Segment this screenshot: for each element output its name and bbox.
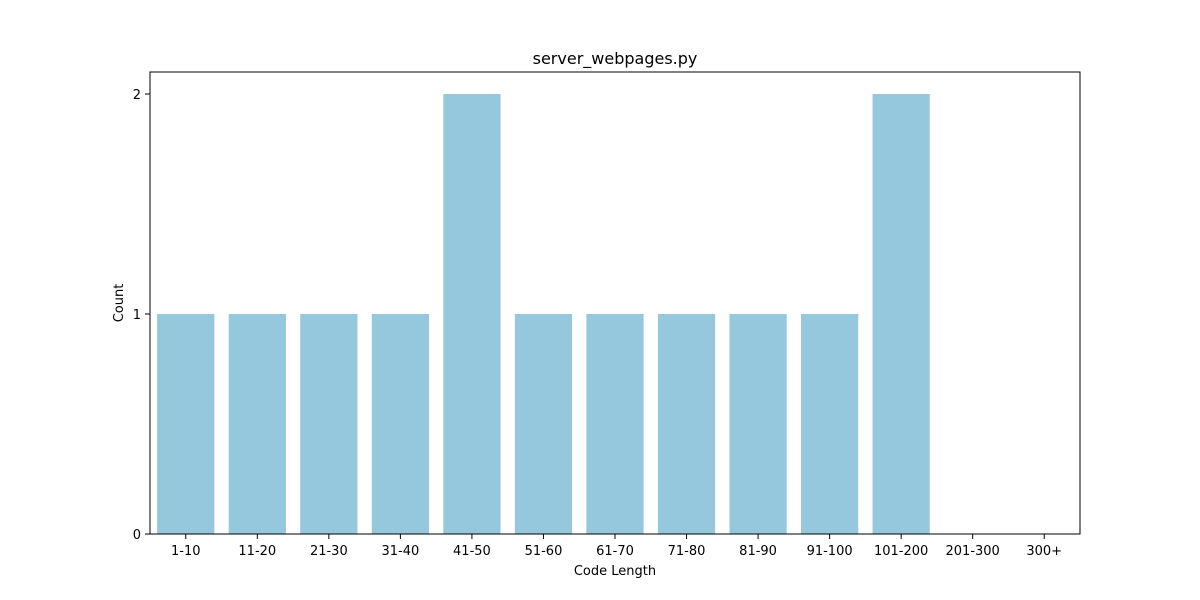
bar-91-100	[801, 314, 859, 534]
x-tick-label: 101-200	[874, 544, 928, 559]
x-tick-label: 1-10	[171, 544, 201, 559]
bar-11-20	[228, 314, 286, 534]
y-tick-label: 2	[133, 88, 141, 103]
x-axis-label: Code Length	[574, 564, 656, 579]
bar-61-70	[586, 314, 644, 534]
x-tick-label: 51-60	[525, 544, 563, 559]
bar-81-90	[729, 314, 787, 534]
x-tick-label: 91-100	[807, 544, 853, 559]
y-tick-label: 0	[133, 528, 141, 543]
chart-title: server_webpages.py	[533, 49, 698, 69]
bar-1-10	[157, 314, 215, 534]
x-tick-label: 31-40	[381, 544, 419, 559]
plot-area-frame	[149, 71, 1081, 535]
y-ticks-group: 0 1 2	[133, 88, 150, 543]
x-tick-label: 41-50	[453, 544, 491, 559]
y-axis-label: Count	[112, 284, 127, 323]
bar-31-40	[371, 314, 429, 534]
bars-group	[157, 94, 930, 534]
bar-101-200	[872, 94, 930, 534]
bar-21-30	[300, 314, 358, 534]
x-ticks-group: 1-10 11-20 21-30 31-40 41-50 51-60 61-70 71-80 8…	[171, 534, 1062, 559]
x-tick-label: 201-300	[946, 544, 1000, 559]
x-tick-label: 71-80	[668, 544, 706, 559]
x-tick-label: 81-90	[739, 544, 777, 559]
x-tick-label: 11-20	[238, 544, 276, 559]
x-tick-label: 300+	[1026, 544, 1062, 559]
bar-51-60	[514, 314, 573, 534]
bar-41-50	[443, 94, 501, 534]
x-tick-label: 61-70	[596, 544, 634, 559]
x-tick-label: 21-30	[310, 544, 348, 559]
bar-71-80	[657, 314, 716, 534]
y-tick-label: 1	[133, 308, 141, 323]
